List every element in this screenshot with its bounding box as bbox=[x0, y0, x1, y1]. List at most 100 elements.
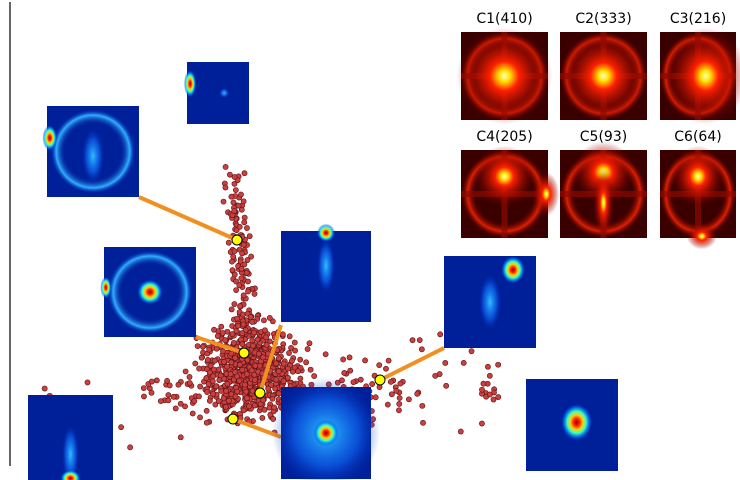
scatter-point bbox=[256, 351, 261, 356]
scatter-point bbox=[304, 360, 309, 365]
scatter-point bbox=[211, 391, 216, 396]
cluster-label: C1(410) bbox=[476, 11, 532, 27]
scatter-point bbox=[225, 364, 230, 369]
scatter-point bbox=[252, 377, 257, 382]
scatter-point bbox=[286, 350, 291, 355]
scatter-point bbox=[307, 341, 312, 346]
heatmap-blob bbox=[100, 277, 111, 299]
heatmap-thumbnail bbox=[526, 379, 618, 471]
cluster-thumbnail: C6(64) bbox=[660, 129, 736, 249]
scatter-point bbox=[244, 396, 249, 401]
scatter-point bbox=[241, 322, 246, 327]
heatmap-blob bbox=[219, 88, 229, 98]
scatter-point bbox=[252, 291, 257, 296]
scatter-point bbox=[487, 373, 492, 378]
scatter-point bbox=[406, 397, 411, 402]
scatter-point bbox=[491, 397, 496, 402]
highlight-point bbox=[228, 414, 238, 424]
scatter-point bbox=[196, 366, 201, 371]
scatter-point bbox=[241, 199, 246, 204]
cluster-label: C3(216) bbox=[670, 11, 726, 27]
scatter-point bbox=[223, 404, 228, 409]
scatter-point bbox=[487, 392, 492, 397]
cluster-label: C2(333) bbox=[575, 11, 631, 27]
scatter-point bbox=[212, 358, 217, 363]
highlight-point bbox=[375, 375, 385, 385]
scatter-point bbox=[192, 398, 197, 403]
scatter-point bbox=[247, 234, 252, 239]
scatter-point bbox=[214, 384, 219, 389]
scatter-point bbox=[267, 405, 272, 410]
scatter-point bbox=[166, 398, 171, 403]
scatter-point bbox=[211, 327, 216, 332]
scatter-point bbox=[239, 266, 244, 271]
scatter-point bbox=[232, 208, 237, 213]
scatter-point bbox=[230, 268, 235, 273]
scatter-point bbox=[235, 316, 240, 321]
scatter-point bbox=[280, 332, 285, 337]
scatter-point bbox=[420, 420, 425, 425]
scatter-point bbox=[228, 372, 233, 377]
scatter-point bbox=[443, 360, 448, 365]
scatter-point bbox=[298, 357, 303, 362]
scatter-point bbox=[305, 346, 310, 351]
scatter-point bbox=[207, 398, 212, 403]
scatter-point bbox=[196, 394, 201, 399]
scatter-point bbox=[226, 398, 231, 403]
scatter-point bbox=[226, 240, 231, 245]
scatter-point bbox=[252, 403, 257, 408]
scatter-point bbox=[341, 357, 346, 362]
scatter-point bbox=[197, 415, 202, 420]
scatter-point bbox=[444, 383, 449, 388]
cluster-grid: C1(410)C2(333)C3(216)C4(205)C5(93)C6(64) bbox=[457, 11, 740, 249]
scatter-point bbox=[204, 389, 209, 394]
cluster-label: C6(64) bbox=[674, 129, 721, 145]
thumbnails bbox=[28, 62, 618, 480]
scatter-point bbox=[410, 338, 415, 343]
cluster-thumbnail: C1(410) bbox=[457, 11, 553, 124]
scatter-point bbox=[244, 371, 249, 376]
cluster-thumbnail: C2(333) bbox=[560, 11, 647, 120]
scatter-point bbox=[187, 380, 192, 385]
scatter-point bbox=[323, 352, 328, 357]
scatter-point bbox=[237, 362, 242, 367]
scatter-point bbox=[234, 288, 239, 293]
scatter-point bbox=[347, 355, 352, 360]
scatter-point bbox=[385, 402, 390, 407]
scatter-point bbox=[397, 395, 402, 400]
heatmap-blob bbox=[317, 238, 335, 293]
scatter-point bbox=[233, 355, 238, 360]
heatmap-blob bbox=[687, 223, 717, 249]
scatter-point bbox=[223, 164, 228, 169]
scatter-point bbox=[236, 323, 241, 328]
scatter-point bbox=[260, 398, 265, 403]
scatter-point bbox=[241, 242, 246, 247]
heatmap-blob bbox=[533, 172, 559, 216]
scatter-point bbox=[479, 421, 484, 426]
heatmap-thumbnail bbox=[184, 62, 249, 124]
scatter-point bbox=[285, 375, 290, 380]
scatter-point bbox=[210, 379, 215, 384]
scatter-point bbox=[242, 171, 247, 176]
scatter-point bbox=[221, 376, 226, 381]
scatter-point bbox=[438, 332, 443, 337]
scatter-point bbox=[232, 249, 237, 254]
scatter-point bbox=[276, 391, 281, 396]
scatter-point bbox=[42, 386, 47, 391]
scatter-point bbox=[230, 331, 235, 336]
scatter-point bbox=[220, 330, 225, 335]
scatter-point bbox=[358, 377, 363, 382]
scatter-point bbox=[417, 338, 422, 343]
scatter-point bbox=[281, 361, 286, 366]
scatter-point bbox=[229, 194, 234, 199]
scatter-point bbox=[195, 344, 200, 349]
scatter-point bbox=[242, 215, 247, 220]
heatmap-thumbnail bbox=[281, 224, 371, 322]
scatter-point bbox=[241, 293, 246, 298]
scatter-point bbox=[245, 279, 250, 284]
scatter-point bbox=[276, 369, 281, 374]
scatter-point bbox=[229, 351, 234, 356]
heatmap-blob bbox=[593, 168, 614, 238]
scatter-point bbox=[285, 366, 290, 371]
scatter-point bbox=[171, 394, 176, 399]
